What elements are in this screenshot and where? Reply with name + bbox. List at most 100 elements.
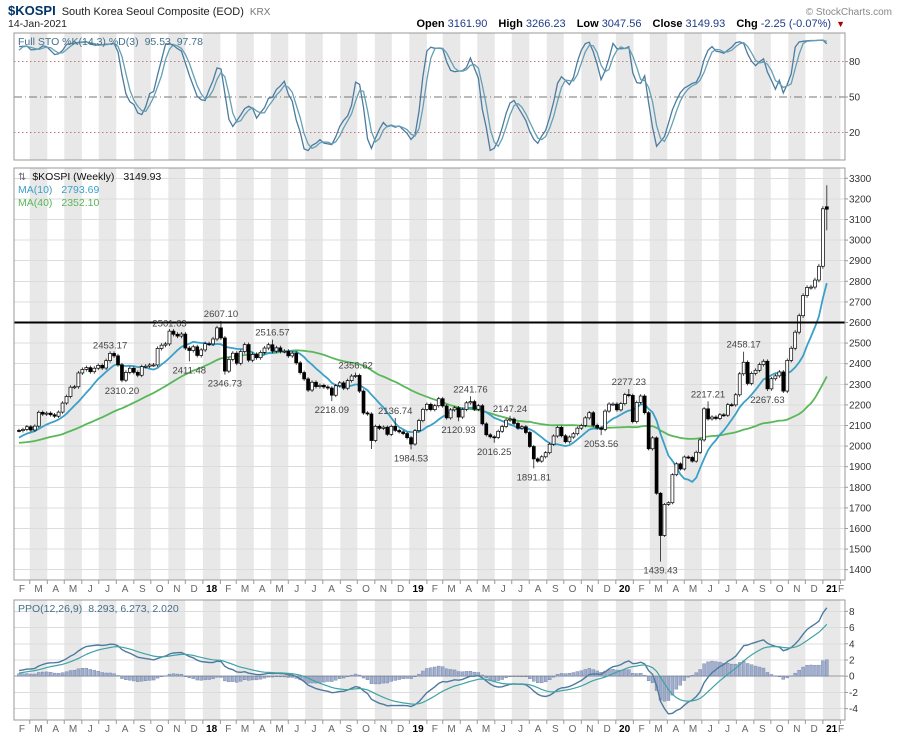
svg-text:D: D: [603, 724, 610, 735]
svg-text:M: M: [241, 584, 249, 595]
svg-text:N: N: [173, 584, 180, 595]
date-label: 14-Jan-2021: [8, 18, 67, 30]
svg-text:F: F: [432, 724, 438, 735]
svg-text:2120.93: 2120.93: [441, 425, 475, 436]
sto-k-line: [18, 39, 828, 152]
y-axis-labels: 1400150016001700180019002000210022002300…: [845, 57, 872, 715]
svg-text:A: A: [122, 724, 129, 735]
svg-text:F: F: [19, 724, 25, 735]
svg-text:M: M: [275, 724, 283, 735]
svg-text:A: A: [259, 724, 266, 735]
svg-text:J: J: [312, 584, 317, 595]
svg-text:2400: 2400: [849, 359, 872, 370]
svg-text:2310.20: 2310.20: [105, 386, 139, 397]
svg-text:J: J: [518, 584, 523, 595]
svg-text:S: S: [759, 584, 766, 595]
svg-text:J: J: [725, 724, 730, 735]
svg-text:20: 20: [849, 128, 861, 139]
svg-text:18: 18: [206, 724, 218, 735]
svg-text:2053.56: 2053.56: [584, 439, 618, 450]
svg-text:2458.17: 2458.17: [727, 340, 761, 351]
svg-text:J: J: [294, 584, 299, 595]
svg-text:J: J: [294, 724, 299, 735]
svg-text:O: O: [776, 584, 784, 595]
svg-text:A: A: [465, 724, 472, 735]
svg-text:M: M: [34, 584, 42, 595]
svg-text:M: M: [275, 584, 283, 595]
svg-text:-2: -2: [849, 688, 858, 699]
svg-text:2000: 2000: [849, 442, 872, 453]
svg-text:O: O: [362, 584, 370, 595]
svg-text:M: M: [34, 724, 42, 735]
svg-text:A: A: [465, 584, 472, 595]
svg-text:19: 19: [413, 584, 425, 595]
svg-text:2241.76: 2241.76: [453, 384, 487, 395]
svg-text:2100: 2100: [849, 421, 872, 432]
svg-text:2217.21: 2217.21: [691, 389, 725, 400]
svg-text:F: F: [19, 584, 25, 595]
low-label: Low: [576, 18, 599, 30]
svg-text:S: S: [139, 584, 146, 595]
svg-text:2200: 2200: [849, 400, 872, 411]
svg-text:2267.63: 2267.63: [750, 395, 784, 406]
svg-text:21: 21: [826, 724, 838, 735]
svg-text:2277.23: 2277.23: [612, 377, 646, 388]
stockcharts-copyright-link[interactable]: © StockCharts.com: [805, 7, 892, 18]
svg-text:J: J: [312, 724, 317, 735]
svg-text:S: S: [552, 724, 559, 735]
svg-text:50: 50: [849, 93, 861, 104]
svg-text:A: A: [742, 584, 749, 595]
month-stripes: [29, 33, 841, 720]
svg-text:S: S: [345, 584, 352, 595]
svg-text:1439.43: 1439.43: [643, 566, 677, 577]
svg-text:O: O: [156, 724, 164, 735]
svg-text:O: O: [156, 584, 164, 595]
svg-text:D: D: [190, 584, 197, 595]
svg-text:4: 4: [849, 639, 855, 650]
ma40-line: [18, 349, 828, 444]
svg-text:20: 20: [619, 584, 631, 595]
sto-series: [18, 39, 828, 152]
svg-text:2516.57: 2516.57: [255, 328, 289, 339]
svg-text:2136.74: 2136.74: [378, 406, 412, 417]
svg-text:F: F: [838, 724, 844, 735]
svg-text:A: A: [122, 584, 129, 595]
svg-text:F: F: [225, 584, 231, 595]
svg-text:S: S: [139, 724, 146, 735]
svg-text:A: A: [535, 724, 542, 735]
svg-text:80: 80: [849, 57, 861, 68]
svg-text:3200: 3200: [849, 194, 872, 205]
svg-text:M: M: [241, 724, 249, 735]
chg-value: -2.25 (-0.07%): [760, 18, 832, 30]
svg-text:1400: 1400: [849, 565, 872, 576]
sto-d-line: [18, 39, 827, 150]
svg-text:J: J: [88, 724, 93, 735]
svg-text:3300: 3300: [849, 174, 872, 185]
svg-text:2147.24: 2147.24: [493, 404, 527, 415]
svg-text:N: N: [380, 584, 387, 595]
panel-borders: [13, 32, 846, 721]
svg-text:M: M: [654, 724, 662, 735]
svg-text:0: 0: [849, 672, 855, 683]
svg-text:19: 19: [413, 724, 425, 735]
svg-text:N: N: [173, 724, 180, 735]
quote-row: 14-Jan-2021 Open 3161.90 High 3266.23 Low 3…: [8, 18, 845, 30]
svg-text:A: A: [742, 724, 749, 735]
svg-text:O: O: [569, 584, 577, 595]
svg-text:J: J: [88, 584, 93, 595]
ppo-line: [18, 607, 828, 715]
svg-text:M: M: [447, 724, 455, 735]
svg-text:1600: 1600: [849, 524, 872, 535]
svg-text:S: S: [552, 584, 559, 595]
svg-text:M: M: [482, 724, 490, 735]
svg-text:2800: 2800: [849, 277, 872, 288]
svg-text:S: S: [759, 724, 766, 735]
svg-text:F: F: [838, 584, 844, 595]
quote-spacer: [67, 18, 408, 30]
svg-text:20: 20: [619, 724, 631, 735]
svg-text:2607.10: 2607.10: [204, 309, 238, 320]
close-label: Close: [652, 18, 683, 30]
svg-text:J: J: [501, 724, 506, 735]
svg-text:N: N: [380, 724, 387, 735]
